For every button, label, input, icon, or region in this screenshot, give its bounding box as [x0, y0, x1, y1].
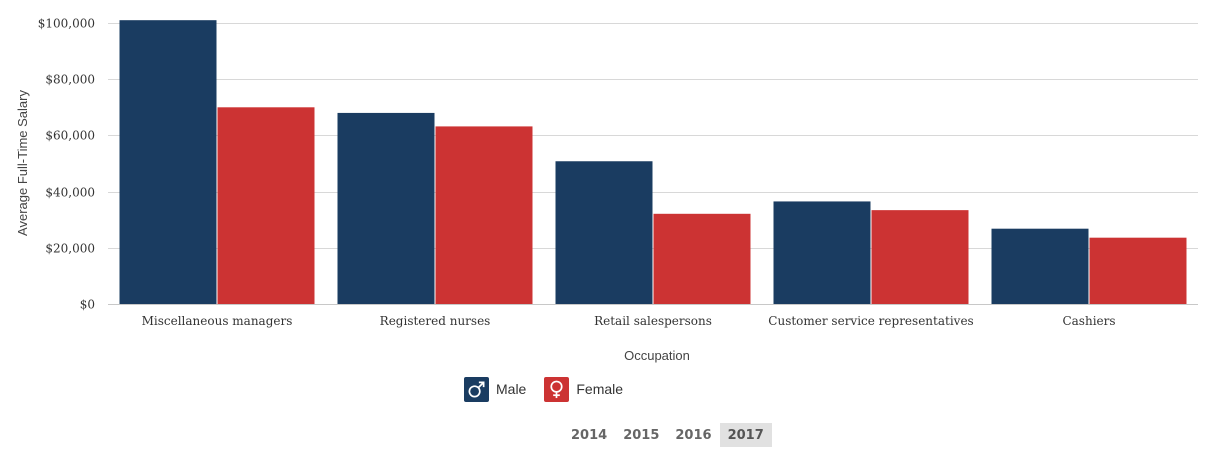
bar-chart: $0 $20,000 $40,000 $60,000 $80,000 $100,000 M… [15, 17, 1198, 363]
bar-male-2[interactable] [337, 112, 435, 304]
year-button-2015[interactable]: 2015 [623, 427, 660, 443]
legend: Male Female [464, 376, 623, 402]
bar-female-1[interactable] [217, 107, 315, 304]
y-tick-label: $40,000 [45, 186, 95, 200]
bars [119, 20, 1187, 305]
year-button-2017[interactable]: 2017 [719, 423, 772, 447]
y-tick-label: $100,000 [38, 17, 95, 31]
year-button-2014[interactable]: 2014 [571, 427, 608, 443]
y-axis-title: Average Full-Time Salary [15, 90, 30, 236]
x-tick-label: Registered nurses [380, 314, 491, 328]
x-tick-label: Retail salespersons [594, 314, 712, 328]
legend-item-female[interactable]: Female [544, 376, 624, 402]
y-tick-label: $60,000 [45, 129, 95, 143]
bar-male-5[interactable] [991, 228, 1089, 304]
bar-female-4[interactable] [871, 210, 969, 304]
y-tick-label: $20,000 [45, 242, 95, 256]
x-axis-title: Occupation [624, 348, 690, 363]
y-axis-ticks: $0 $20,000 $40,000 $60,000 $80,000 $100,000 [38, 17, 95, 312]
x-tick-label: Customer service representatives [768, 314, 973, 328]
x-tick-label: Cashiers [1062, 314, 1115, 328]
bar-female-2[interactable] [435, 126, 533, 305]
x-axis-ticks: Miscellaneous managers Registered nurses R… [142, 314, 1116, 328]
male-symbol-icon [464, 376, 489, 402]
bar-male-4[interactable] [773, 201, 871, 304]
bar-male-3[interactable] [555, 161, 653, 304]
y-tick-label: $80,000 [45, 73, 95, 87]
bar-female-3[interactable] [653, 213, 751, 304]
bar-male-1[interactable] [119, 20, 217, 304]
year-button-2016[interactable]: 2016 [675, 427, 712, 443]
y-tick-label: $0 [80, 298, 95, 312]
x-tick-label: Miscellaneous managers [142, 314, 293, 328]
legend-item-male[interactable]: Male [464, 376, 527, 402]
legend-label-male: Male [496, 381, 527, 397]
legend-label-female: Female [576, 381, 624, 397]
bar-female-5[interactable] [1089, 237, 1187, 304]
year-selector: 2014 2015 2016 2017 [563, 423, 772, 447]
female-symbol-icon [544, 376, 570, 402]
